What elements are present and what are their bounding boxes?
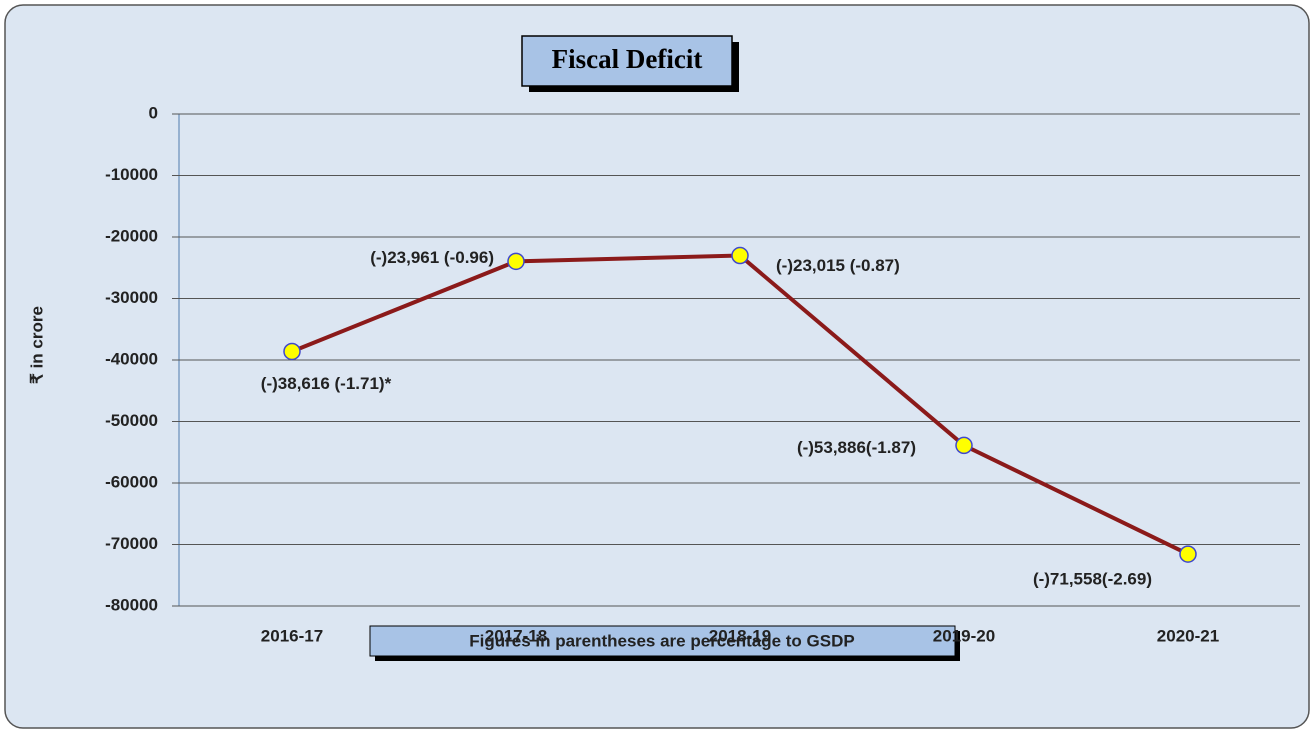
data-point [283, 342, 301, 361]
annotation-box [369, 625, 956, 657]
data-point [507, 252, 525, 271]
annotation: Figures in parentheses are percentage to… [469, 631, 854, 650]
x-tick-label: 2017-18 [485, 626, 547, 645]
y-tick-label: -60000 [105, 472, 158, 491]
chart-background [4, 4, 1310, 729]
data-point [1179, 545, 1197, 563]
y-tick-label: -80000 [105, 595, 158, 614]
chart-title: Fiscal Deficit [552, 44, 703, 74]
x-tick-label: 2016-17 [261, 626, 323, 645]
title-box [521, 35, 733, 87]
data-label: (-)71,558(-2.69) [1033, 570, 1152, 589]
y-tick-label: 0 [149, 103, 158, 122]
data-label: (-)53,886(-1.87) [797, 438, 916, 457]
data-label: (-)23,961 (-0.96) [370, 248, 494, 267]
y-tick-label: -50000 [105, 411, 158, 430]
data-label: (-)23,015 (-0.87) [776, 256, 900, 275]
y-tick-label: -20000 [105, 226, 158, 245]
y-tick-label: -10000 [105, 165, 158, 184]
data-point [731, 246, 749, 265]
data-point [955, 436, 973, 455]
data-label: (-)38,616 (-1.71)* [261, 374, 392, 393]
x-tick-label: 2020-21 [1157, 626, 1219, 645]
y-tick-label: -40000 [105, 349, 158, 368]
x-tick-label: 2018-19 [709, 626, 771, 645]
y-axis-label: ₹ in crore [27, 306, 46, 384]
y-tick-label: -30000 [105, 288, 158, 307]
y-tick-label: -70000 [105, 534, 158, 553]
x-tick-label: 2019-20 [933, 626, 995, 645]
